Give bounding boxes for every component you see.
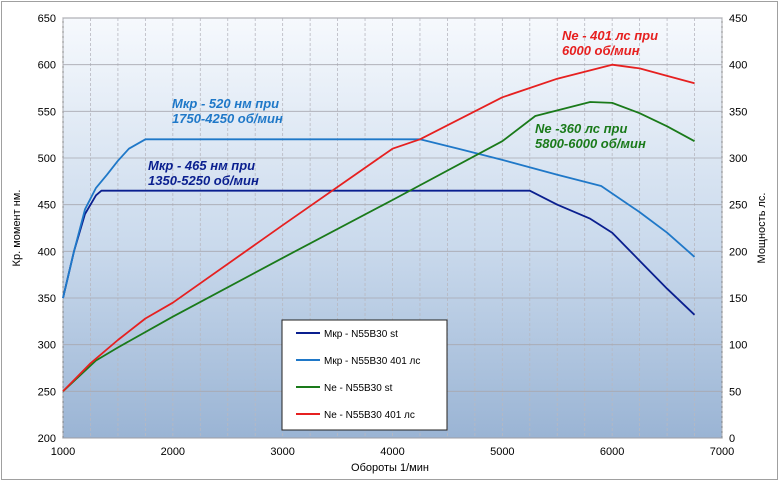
y-left-tick-label: 250 — [38, 386, 56, 398]
legend-box — [281, 319, 448, 431]
legend-label: Мкр - N55B30 st — [324, 329, 398, 340]
y-right-tick-label: 200 — [729, 246, 747, 258]
series-lines — [62, 63, 696, 392]
annotation-text: Мкр - 465 нм при — [148, 158, 255, 173]
y-axis-right-label: Мощность лс. — [756, 193, 768, 264]
x-tick-label: 6000 — [600, 446, 624, 458]
y-left-tick-label: 300 — [38, 340, 56, 352]
annotation-text: 1350-5250 об/мин — [148, 173, 259, 188]
y-right-tick-label: 100 — [729, 340, 747, 352]
y-left-tick-label: 400 — [38, 246, 56, 258]
tick-labels: 1000 2000 3000 4000 5000 6000 7000200250300350… — [38, 13, 748, 458]
x-tick-label: 3000 — [270, 446, 294, 458]
y-right-tick-label: 350 — [729, 106, 747, 118]
annotation-text: 1750-4250 об/мин — [172, 111, 283, 126]
annotation-text: Ne -360 лс при — [535, 121, 628, 136]
x-tick-label: 2000 — [161, 446, 185, 458]
legend-label: Ne - N55B30 st — [324, 383, 393, 394]
y-right-tick-label: 300 — [729, 153, 747, 165]
y-right-tick-label: 50 — [729, 386, 741, 398]
series-line-2 — [62, 138, 696, 299]
y-left-tick-label: 550 — [38, 106, 56, 118]
legend-label: Мкр - N55B30 401 лс — [324, 356, 420, 367]
y-left-tick-label: 200 — [38, 433, 56, 445]
y-right-tick-label: 0 — [729, 433, 735, 445]
legend: Мкр - N55B30 st Мкр - N55B30 401 лс Ne - N… — [281, 319, 448, 431]
series-line-4 — [62, 63, 695, 392]
annotation-text: 5800-6000 об/мин — [535, 136, 646, 151]
y-left-tick-label: 450 — [38, 200, 56, 212]
y-right-tick-label: 150 — [729, 293, 747, 305]
x-axis-label: Обороты 1/мин — [351, 462, 429, 474]
y-left-tick-label: 600 — [38, 60, 56, 72]
y-right-tick-label: 450 — [729, 13, 747, 25]
legend-items: Мкр - N55B30 st Мкр - N55B30 401 лс Ne - N… — [296, 329, 420, 421]
series-line-3 — [62, 101, 695, 392]
legend-label: Ne - N55B30 401 лс — [324, 410, 415, 421]
x-tick-label: 1000 — [51, 446, 75, 458]
x-tick-label: 7000 — [710, 446, 734, 458]
annotation-text: Мкр - 520 нм при — [172, 96, 279, 111]
x-tick-label: 4000 — [380, 446, 404, 458]
y-left-tick-label: 350 — [38, 293, 56, 305]
grid — [62, 17, 723, 439]
y-right-tick-label: 250 — [729, 200, 747, 212]
annotation-text: 6000 об/мин — [562, 43, 640, 58]
y-left-tick-label: 650 — [38, 13, 56, 25]
y-axis-left-label: Кр. момент нм. — [11, 190, 23, 267]
x-tick-label: 5000 — [490, 446, 514, 458]
y-left-tick-label: 500 — [38, 153, 56, 165]
series-line-1 — [62, 189, 696, 316]
annotation-text: Ne - 401 лс при — [562, 28, 658, 43]
y-right-tick-label: 400 — [729, 60, 747, 72]
